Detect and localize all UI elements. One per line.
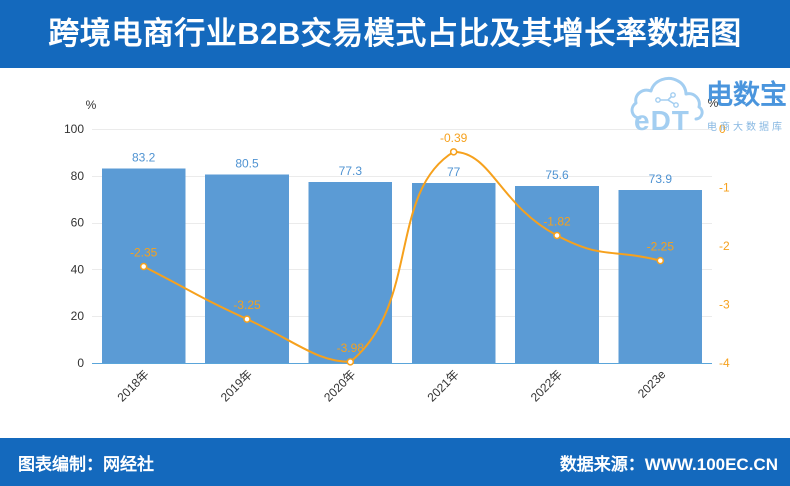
line-point xyxy=(243,315,251,323)
bar xyxy=(618,190,703,363)
x-axis: 2018年 2019年 2020年 2021年 2022年 2023e xyxy=(92,363,712,404)
x-tick-label: 2022年 xyxy=(528,367,565,404)
y2-tick-label: -4 xyxy=(719,356,730,370)
y2-axis-label: % xyxy=(708,96,719,110)
y-tick-label: 20 xyxy=(71,309,85,323)
bar xyxy=(308,182,393,363)
line-point xyxy=(346,358,355,366)
x-tick-label: 2023e xyxy=(635,367,669,401)
bar-value-label: 75.6 xyxy=(545,168,569,182)
bar xyxy=(515,186,599,363)
y2-tick-label: -3 xyxy=(719,298,730,312)
bar-value-label: 73.9 xyxy=(649,172,673,186)
line-point xyxy=(449,148,458,156)
line-value-label: -2.35 xyxy=(130,245,158,259)
y2-tick-label: 0 xyxy=(719,122,726,136)
cloud-logo-icon: eDT xyxy=(630,76,704,136)
line-value-labels: -2.35 -3.25 -3.98 -0.39 -1.82 -2.25 xyxy=(130,131,674,355)
bar-value-label: 83.2 xyxy=(132,150,156,164)
title-banner: 跨境电商行业B2B交易模式占比及其增长率数据图 xyxy=(0,0,790,68)
bar-series xyxy=(101,168,703,363)
x-tick-label: 2020年 xyxy=(321,367,358,404)
brand-logo: eDT 电数宝 电商大数据库 xyxy=(628,72,787,136)
bar-value-labels: 83.2 80.5 77.3 77 75.6 73.9 xyxy=(132,150,672,186)
y-tick-label: 0 xyxy=(77,356,84,370)
circuit-node xyxy=(673,102,679,108)
line-value-label: -2.25 xyxy=(647,240,675,254)
circuit-node xyxy=(655,97,661,103)
circuit-node xyxy=(670,92,676,98)
y-tick-label: 40 xyxy=(71,262,85,276)
line-value-label: -3.98 xyxy=(337,341,365,355)
logo-name: 电数宝 xyxy=(706,80,787,110)
bar-value-label: 77 xyxy=(447,165,461,179)
bar-value-label: 77.3 xyxy=(339,164,363,178)
line-series xyxy=(139,148,665,366)
chart-area: 0 20 40 60 80 100% 0 -1 -2 -3 -4% 2018年 2019年 2020年 20… xyxy=(0,68,790,438)
line-point xyxy=(553,231,561,240)
y-tick-label: 60 xyxy=(71,216,85,230)
y-tick-label: 80 xyxy=(71,169,85,183)
y-tick-label: 100 xyxy=(64,122,84,136)
y-axis-left: 0 20 40 60 80 100% xyxy=(64,98,97,370)
line-point xyxy=(656,256,665,265)
bar-value-label: 80.5 xyxy=(235,157,259,171)
chart-title: 跨境电商行业B2B交易模式占比及其增长率数据图 xyxy=(48,16,742,51)
line-value-label: -3.25 xyxy=(233,298,261,312)
y-axis-label: % xyxy=(86,98,97,112)
bar xyxy=(205,174,289,363)
bar xyxy=(411,182,496,363)
circuit-nodes xyxy=(655,92,679,108)
compiler-credit: 图表编制：网经社 xyxy=(18,454,154,474)
data-source: 数据来源：WWW.100EC.CN xyxy=(559,454,778,474)
logo-mark: eDT xyxy=(634,105,690,136)
line-value-label: -1.82 xyxy=(543,214,571,228)
y2-tick-label: -2 xyxy=(719,239,730,253)
gridlines xyxy=(92,129,712,317)
x-tick-label: 2021年 xyxy=(424,367,461,404)
line-value-label: -0.39 xyxy=(440,131,468,145)
line-point xyxy=(139,262,148,271)
x-tick-label: 2018年 xyxy=(114,367,151,404)
cloud-outline xyxy=(630,76,704,121)
y2-tick-label: -1 xyxy=(719,181,730,195)
x-tick-label: 2019年 xyxy=(218,367,255,404)
footer-bar: 图表编制：网经社 数据来源：WWW.100EC.CN xyxy=(0,438,790,486)
logo-tagline: 电商大数据库 xyxy=(707,122,785,133)
y-axis-right: 0 -1 -2 -3 -4% xyxy=(708,96,730,370)
